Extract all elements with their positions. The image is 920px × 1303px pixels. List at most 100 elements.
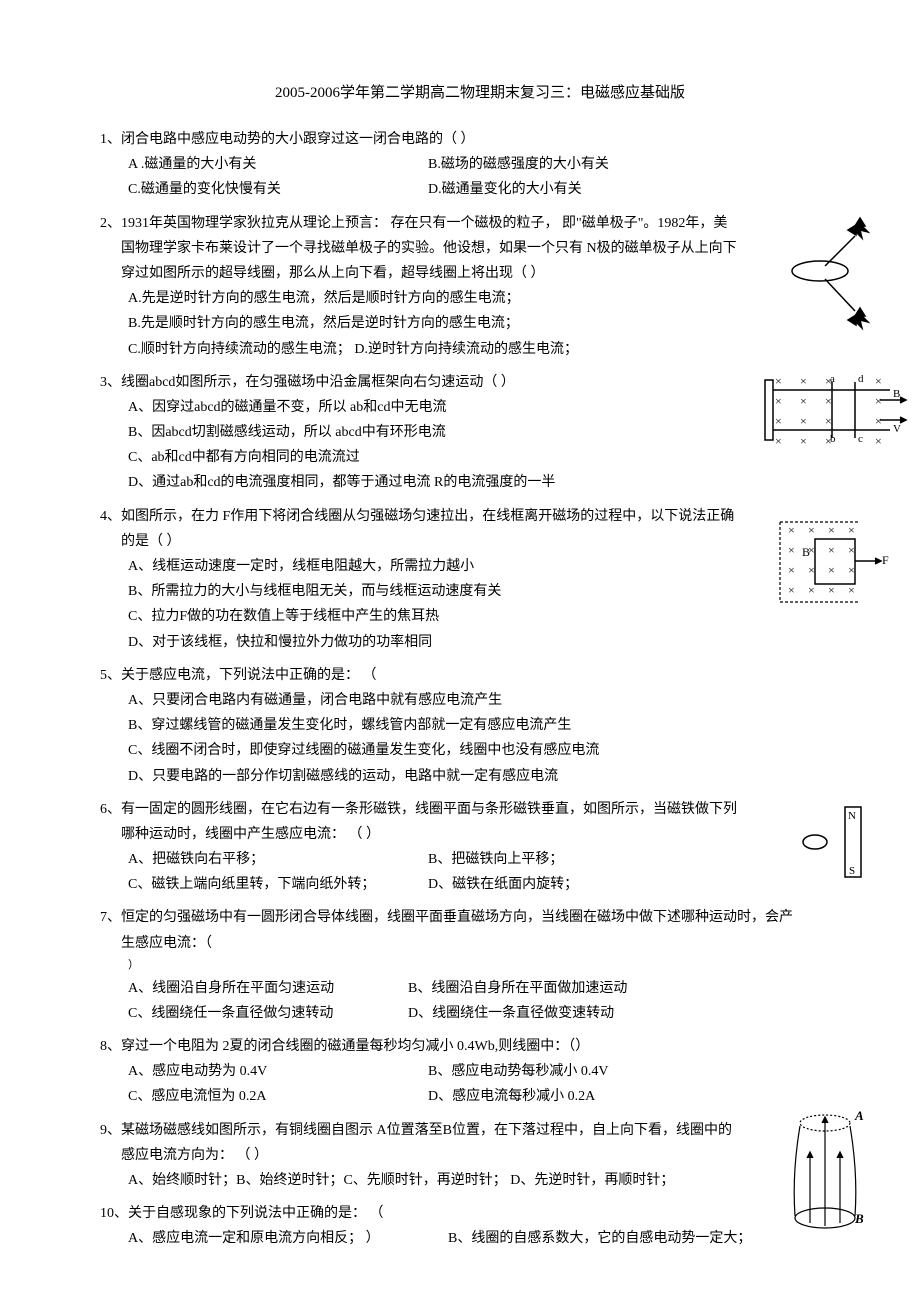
option: D、线圈绕住一条直径做变速转动 xyxy=(408,1001,614,1026)
svg-text:×: × xyxy=(800,414,807,428)
option: A、感应电动势为 0.4V xyxy=(128,1059,428,1084)
question-number: 3、 xyxy=(100,370,121,395)
option-row: C、磁铁上端向纸里转，下端向纸外转； D、磁铁在纸面内旋转； xyxy=(100,872,860,897)
question-number: 7、 xyxy=(100,905,121,930)
option: D、对于该线框，快拉和慢拉外力做功的功率相同 xyxy=(100,630,860,655)
svg-text:×: × xyxy=(875,434,882,448)
option-row: A .磁通量的大小有关 B.磁场的磁感强度的大小有关 xyxy=(100,152,860,177)
question: 6、有一固定的圆形线圈，在它右边有一条形磁铁，线圈平面与条形磁铁垂直，如图所示，… xyxy=(100,797,860,898)
option: B、把磁铁向上平移； xyxy=(428,847,563,872)
question-body: 恒定的匀强磁场中有一圆形闭合导体线圈，线圈平面垂直磁场方向，当线圈在磁场中做下述… xyxy=(121,905,801,955)
svg-text:×: × xyxy=(775,374,782,388)
option: D、感应电流每秒减小 0.2A xyxy=(428,1084,595,1109)
question-body: 有一固定的圆形线圈，在它右边有一条形磁铁，线圈平面与条形磁铁垂直，如图所示，当磁… xyxy=(121,797,741,847)
svg-text:×: × xyxy=(875,394,882,408)
question: 5、关于感应电流，下列说法中正确的是： （A、只要闭合电路内有磁通量，闭合电路中… xyxy=(100,663,860,789)
svg-text:×: × xyxy=(848,583,855,597)
svg-text:N: N xyxy=(848,810,856,822)
svg-text:d: d xyxy=(858,373,864,385)
question: 4、如图所示，在力 F作用下将闭合线圈从匀强磁场匀速拉出，在线框离开磁场的过程中… xyxy=(100,504,860,655)
question-text: 关于感应电流，下列说法中正确的是： （ xyxy=(121,668,377,683)
svg-text:×: × xyxy=(875,374,882,388)
option: B、感应电动势每秒减小 0.4V xyxy=(428,1059,608,1084)
option-row: A、感应电流一定和原电流方向相反； ） B、线圈的自感系数大，它的自感电动势一定… xyxy=(100,1226,860,1251)
option: A.先是逆时针方向的感生电流，然后是顺时针方向的感生电流； xyxy=(100,286,860,311)
question-body: 穿过一个电阻为 2夏的闭合线圈的磁通量每秒均匀减小 0.4Wb,则线圈中：（） xyxy=(121,1034,801,1059)
svg-text:×: × xyxy=(828,523,835,537)
svg-text:×: × xyxy=(775,434,782,448)
option: A、线圈沿自身所在平面匀速运动 xyxy=(128,976,408,1001)
option-row: A、把磁铁向右平移； B、把磁铁向上平移； xyxy=(100,847,860,872)
svg-text:×: × xyxy=(788,523,795,537)
svg-text:×: × xyxy=(828,563,835,577)
option: C、感应电流恒为 0.2A xyxy=(128,1084,428,1109)
svg-text:×: × xyxy=(808,583,815,597)
question-text: 闭合电路中感应电动势的大小跟穿过这一闭合电路的（ ） xyxy=(121,132,475,147)
option-row: A、感应电动势为 0.4V B、感应电动势每秒减小 0.4V xyxy=(100,1059,860,1084)
option: A .磁通量的大小有关 xyxy=(128,152,428,177)
option-row: C、感应电流恒为 0.2A D、感应电流每秒减小 0.2A xyxy=(100,1084,860,1109)
option-row: C.磁通量的变化快慢有关 D.磁通量变化的大小有关 xyxy=(100,177,860,202)
question-number: 2、 xyxy=(100,211,121,236)
question: 9、某磁场磁感线如图所示，有铜线圈自图示 A位置落至B位置，在下落过程中，自上向… xyxy=(100,1118,860,1194)
svg-text:×: × xyxy=(828,543,835,557)
figure-fig3: ×××××××××××××××× a d b c B V xyxy=(760,370,900,460)
option-row: A、线圈沿自身所在平面匀速运动 B、线圈沿自身所在平面做加速运动 xyxy=(100,976,860,1001)
svg-text:×: × xyxy=(788,563,795,577)
svg-text:b: b xyxy=(830,433,836,445)
option: D、通过ab和cd的电流强度相同，都等于通过电流 R的电流强度的一半 xyxy=(100,470,860,495)
svg-text:×: × xyxy=(825,394,832,408)
svg-text:c: c xyxy=(858,433,863,445)
question-number: 1、 xyxy=(100,127,121,152)
option: C、ab和cd中都有方向相同的电流流过 xyxy=(100,445,860,470)
question-body: 如图所示，在力 F作用下将闭合线圈从匀强磁场匀速拉出，在线框离开磁场的过程中，以… xyxy=(121,504,741,554)
option: C、线圈绕任一条直径做匀速转动 xyxy=(128,1001,408,1026)
question-body: 关于感应电流，下列说法中正确的是： （ xyxy=(121,663,801,688)
question-number: 4、 xyxy=(100,504,121,529)
svg-text:F: F xyxy=(882,553,889,567)
svg-text:×: × xyxy=(808,563,815,577)
paren: ） xyxy=(100,956,860,976)
svg-text:×: × xyxy=(788,543,795,557)
option: D、磁铁在纸面内旋转； xyxy=(428,872,578,897)
option: C.磁通量的变化快慢有关 xyxy=(128,177,428,202)
svg-text:V: V xyxy=(893,423,901,435)
svg-text:B: B xyxy=(893,388,900,400)
option: A、感应电流一定和原电流方向相反； ） xyxy=(128,1226,448,1251)
option: A、线框运动速度一定时，线框电阻越大，所需拉力越小 xyxy=(100,554,860,579)
question-text: 有一固定的圆形线圈，在它右边有一条形磁铁，线圈平面与条形磁铁垂直，如图所示，当磁… xyxy=(121,802,737,842)
question: 2、1931年英国物理学家狄拉克从理论上预言： 存在只有一个磁极的粒子， 即"磁… xyxy=(100,211,860,362)
question: 1、闭合电路中感应电动势的大小跟穿过这一闭合电路的（ ） A .磁通量的大小有关… xyxy=(100,127,860,203)
question-number: 8、 xyxy=(100,1034,121,1059)
question-body: 闭合电路中感应电动势的大小跟穿过这一闭合电路的（ ） xyxy=(121,127,801,152)
svg-text:×: × xyxy=(825,414,832,428)
svg-text:×: × xyxy=(800,374,807,388)
question-body: 1931年英国物理学家狄拉克从理论上预言： 存在只有一个磁极的粒子， 即"磁单极… xyxy=(121,211,741,287)
question: 8、穿过一个电阻为 2夏的闭合线圈的磁通量每秒均匀减小 0.4Wb,则线圈中：（… xyxy=(100,1034,860,1110)
page-title: 2005-2006学年第二学期高二物理期末复习三：电磁感应基础版 xyxy=(100,80,860,107)
question: 10、关于自感现象的下列说法中正确的是： （ A、感应电流一定和原电流方向相反；… xyxy=(100,1201,860,1251)
svg-text:×: × xyxy=(775,414,782,428)
option: B、所需拉力的大小与线框电阻无关，而与线框运动速度有关 xyxy=(100,579,860,604)
question-text: 1931年英国物理学家狄拉克从理论上预言： 存在只有一个磁极的粒子， 即"磁单极… xyxy=(121,216,737,281)
svg-text:×: × xyxy=(800,434,807,448)
question-text: 穿过一个电阻为 2夏的闭合线圈的磁通量每秒均匀减小 0.4Wb,则线圈中：（） xyxy=(121,1039,589,1054)
option: D.磁通量变化的大小有关 xyxy=(428,177,582,202)
question-number: 9、 xyxy=(100,1118,121,1143)
figure-fig4: ×××××××××××××××× B F xyxy=(770,514,880,614)
option: A、始终顺时针；B、始终逆时针；C、先顺时针，再逆时针； D、先逆时针，再顺时针… xyxy=(100,1168,860,1193)
svg-text:A: A xyxy=(854,1108,864,1123)
question-body: 线圈abcd如图所示，在匀强磁场中沿金属框架向右匀速运动（ ） xyxy=(121,370,741,395)
question-text: 某磁场磁感线如图所示，有铜线圈自图示 A位置落至B位置，在下落过程中，自上向下看… xyxy=(121,1123,732,1163)
option: C.顺时针方向持续流动的感生电流； D.逆时针方向持续流动的感生电流； xyxy=(100,337,860,362)
svg-text:×: × xyxy=(848,543,855,557)
svg-text:×: × xyxy=(828,583,835,597)
question-text: 恒定的匀强磁场中有一圆形闭合导体线圈，线圈平面垂直磁场方向，当线圈在磁场中做下述… xyxy=(121,910,793,950)
option: B、线圈的自感系数大，它的自感电动势一定大； xyxy=(448,1226,751,1251)
option: A、因穿过abcd的磁通量不变，所以 ab和cd中无电流 xyxy=(100,395,860,420)
svg-text:×: × xyxy=(808,523,815,537)
figure-fig2 xyxy=(770,211,890,341)
svg-text:S: S xyxy=(849,865,855,877)
option: C、拉力F做的功在数值上等于线框中产生的焦耳热 xyxy=(100,604,860,629)
option: A、把磁铁向右平移； xyxy=(128,847,428,872)
